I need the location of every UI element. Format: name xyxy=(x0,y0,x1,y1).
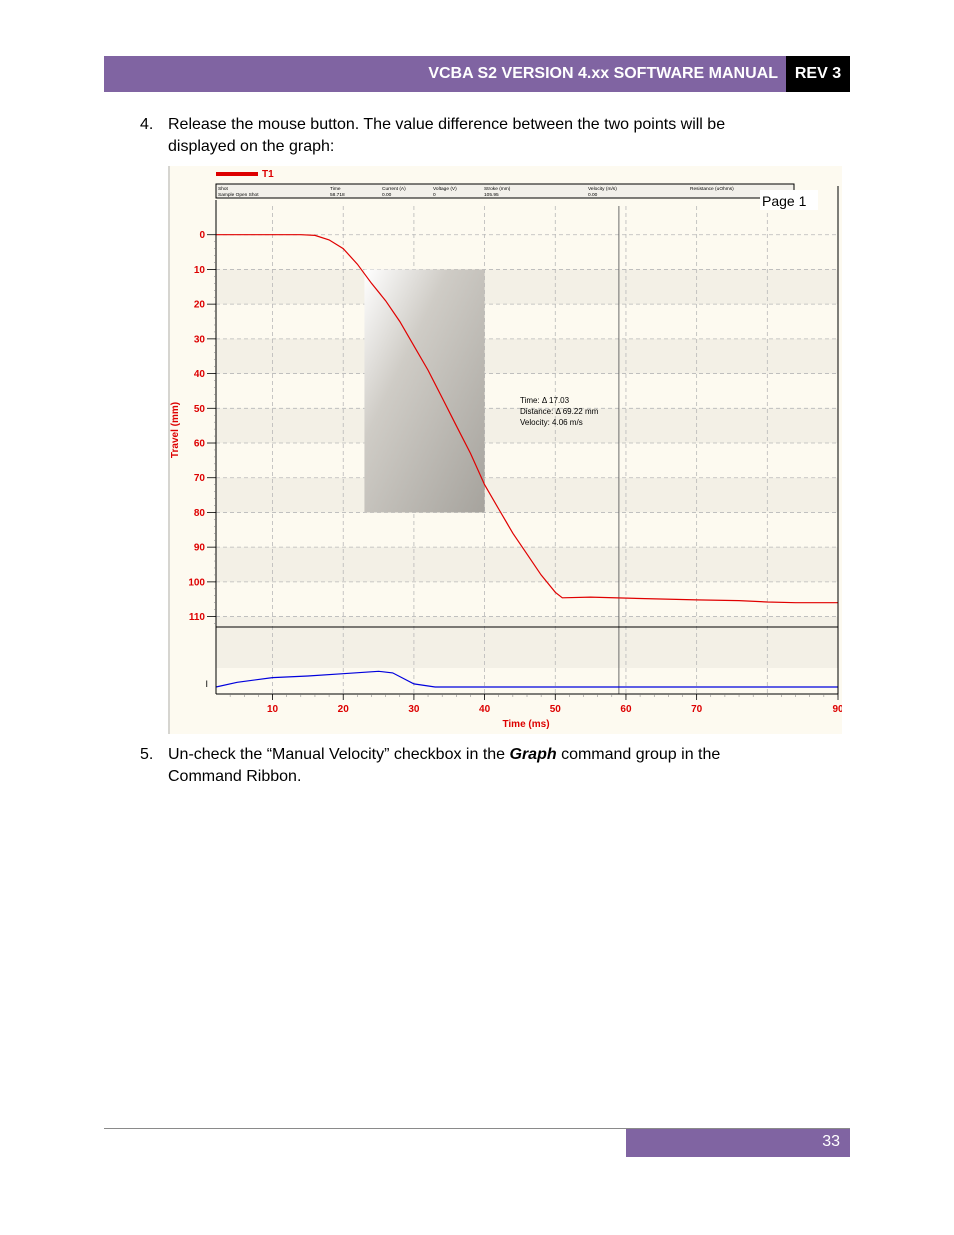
y-tick-label: 100 xyxy=(188,577,205,588)
graph-group-name: Graph xyxy=(509,746,557,763)
info-table-header: Current (A) xyxy=(382,186,406,192)
y-tick-label: 110 xyxy=(189,612,206,623)
info-table-header: Shot xyxy=(218,186,229,192)
footer-rule xyxy=(104,1128,850,1129)
x-axis-title: Time (ms) xyxy=(502,719,549,730)
step-text-line: displayed on the graph: xyxy=(168,138,335,155)
page-label-text: Page 1 xyxy=(762,193,807,209)
y-tick-label: 80 xyxy=(194,508,206,519)
x-tick-label: 90 xyxy=(832,704,842,715)
annotation-velocity: Velocity: 4.06 m/s xyxy=(520,418,583,427)
travel-graph[interactable]: 0 10 20 30 40 50 60 70 80 90 100 110 I 10 20 30 40 50 60 70… xyxy=(168,166,844,734)
selection-region xyxy=(364,269,485,513)
x-tick-label: 40 xyxy=(479,704,491,715)
selection-rect xyxy=(364,269,485,513)
y-axis-title: Travel (mm) xyxy=(170,402,181,458)
lower-series-line xyxy=(215,670,838,688)
step-text-line: Release the mouse button. The value diff… xyxy=(168,116,726,133)
page-label-box xyxy=(760,190,818,210)
manual-title: VCBA S2 VERSION 4.xx SOFTWARE MANUAL xyxy=(428,65,778,82)
plot-band xyxy=(216,338,838,374)
info-table-value: 0 xyxy=(433,192,436,198)
delta-annotation: Time: Δ 17.03 Distance: Δ 69.22 mm Veloc… xyxy=(520,396,599,427)
step-text: Un-check the “Manual Velocity” checkbox … xyxy=(168,744,808,788)
legend-swatch xyxy=(216,172,258,176)
info-table-value: 58.718 xyxy=(330,192,345,198)
x-tick-label: 60 xyxy=(620,704,632,715)
y-tick-label: 0 xyxy=(199,230,205,241)
plot-band xyxy=(216,408,838,444)
plot-band xyxy=(216,477,838,513)
plot-band xyxy=(216,269,838,305)
step-number: 5. xyxy=(140,746,154,763)
step-text-part: command group in the xyxy=(556,746,721,763)
info-table-header: Time xyxy=(330,186,341,192)
travel-series-line xyxy=(216,234,838,604)
revision-badge: REV 3 xyxy=(786,56,850,92)
step-text: Release the mouse button. The value diff… xyxy=(168,114,808,158)
y-tick-label: 20 xyxy=(194,300,206,311)
lower-panel-band xyxy=(216,644,838,668)
x-tick-label: 10 xyxy=(267,704,279,715)
x-tick-label: 20 xyxy=(338,704,350,715)
step-text-part: Un-check the “Manual Velocity” checkbox … xyxy=(168,746,510,763)
info-table-value: 0.00 xyxy=(588,192,598,198)
lower-panel-tick-label: I xyxy=(205,679,208,689)
series-layer xyxy=(215,206,838,694)
y-tick-label: 70 xyxy=(194,473,206,484)
y-tick-label: 60 xyxy=(194,439,206,450)
page-label: Page 1 xyxy=(760,190,818,210)
y-tick-label: 50 xyxy=(194,404,206,415)
y-tick-label: 40 xyxy=(194,369,206,380)
y-tick-label: 10 xyxy=(194,265,206,276)
x-tick-label: 70 xyxy=(691,704,703,715)
step-text-line: Un-check the “Manual Velocity” checkbox … xyxy=(168,744,808,766)
plot-band xyxy=(216,547,838,582)
travel-graph-svg: 0 10 20 30 40 50 60 70 80 90 100 110 I 10 20 30 40 50 60 70… xyxy=(168,166,844,734)
axes-layer: 0 10 20 30 40 50 60 70 80 90 100 110 I 10 20 30 40 50 60 70… xyxy=(188,186,844,715)
info-table-header: Resistance (uOhms) xyxy=(690,186,734,192)
info-table-value: 105.95 xyxy=(484,192,499,198)
annotation-distance: Distance: Δ 69.22 mm xyxy=(520,407,599,416)
info-table-value: Sample Open Shot xyxy=(218,192,259,198)
x-tick-label: 30 xyxy=(408,704,420,715)
info-table-value: 0.00 xyxy=(382,192,392,198)
page-number: 33 xyxy=(626,1129,850,1157)
step-text-line: Command Ribbon. xyxy=(168,768,302,785)
x-tick-label: 50 xyxy=(550,704,562,715)
step-number: 4. xyxy=(140,116,154,133)
y-tick-label: 30 xyxy=(194,334,206,345)
y-tick-label: 90 xyxy=(194,543,206,554)
plot-bands xyxy=(216,269,838,668)
legend-label: T1 xyxy=(262,169,274,180)
header-bar: VCBA S2 VERSION 4.xx SOFTWARE MANUAL xyxy=(104,56,786,92)
info-table-header: Voltage (V) xyxy=(433,186,457,192)
annotation-time: Time: Δ 17.03 xyxy=(520,396,570,405)
info-table-header: Stroke (mm) xyxy=(484,186,511,192)
info-table-header: Velocity (m/s) xyxy=(588,186,617,192)
